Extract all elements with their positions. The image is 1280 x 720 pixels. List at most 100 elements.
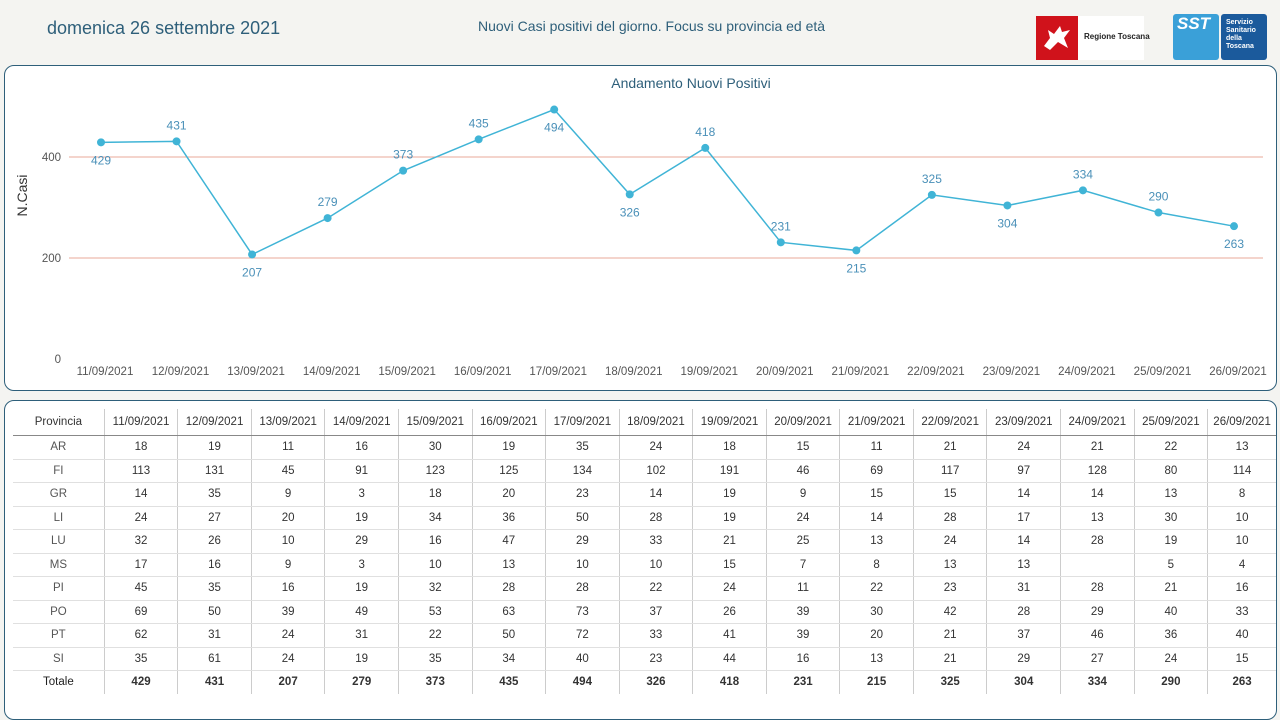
table-cell: 28 (545, 576, 620, 601)
table-cell: 15 (766, 435, 841, 460)
table-cell: 11 (766, 576, 841, 601)
table-cell: 37 (986, 623, 1062, 648)
table-cell: 28 (1060, 529, 1135, 554)
x-tick-label: 23/09/2021 (983, 366, 1041, 378)
table-cell: 29 (1060, 600, 1135, 624)
table-cell: 73 (545, 600, 620, 624)
table-cell: 32 (398, 576, 473, 601)
table-cell: 15 (913, 482, 988, 507)
line-chart: Andamento Nuovi Positivi N.Casi 0 200 400 11/… (14, 75, 1267, 378)
table-cell: 14 (986, 482, 1062, 507)
table-header-date: 14/09/2021 (324, 409, 399, 436)
table-cell: 326 (619, 670, 694, 694)
table-cell: 32 (104, 529, 179, 554)
sst-mark-text: SST (1177, 14, 1211, 33)
table-cell: 47 (472, 529, 547, 554)
table-cell: 26 (177, 529, 252, 554)
table-cell: 27 (177, 506, 252, 530)
table-cell: 231 (766, 670, 841, 694)
table-cell: 334 (1060, 670, 1135, 694)
y-tick-label: 200 (42, 253, 61, 265)
table-cell: 215 (839, 670, 914, 694)
table-cell: 279 (324, 670, 399, 694)
table-cell: 33 (619, 529, 694, 554)
table-header-date: 20/09/2021 (766, 409, 841, 436)
table-cell: 19 (692, 506, 767, 530)
table-panel: Provincia 11/09/2021 12/09/2021 13/09/2021 1… (4, 400, 1277, 720)
table-cell: 20 (839, 623, 914, 648)
row-label: MS (13, 553, 105, 577)
table-row: FI 113 131 45 91 123 125 134 102 191 46 69 117 97 128 8… (13, 459, 1276, 483)
pegasus-icon (1036, 16, 1078, 60)
table-cell: 69 (839, 459, 914, 483)
table-cell: 14 (619, 482, 694, 507)
table-cell: 45 (251, 459, 326, 483)
table-cell: 13 (839, 529, 914, 554)
row-label: SI (13, 647, 105, 671)
data-label: 418 (695, 125, 715, 139)
table-row: PT 62 31 24 31 22 50 72 33 41 39 20 21 37 46 36 40 (13, 623, 1276, 648)
table-cell: 8 (1207, 482, 1276, 507)
table-cell: 16 (1207, 576, 1276, 601)
table-cell: 102 (619, 459, 694, 483)
table-header-date: 25/09/2021 (1134, 409, 1209, 436)
table-cell: 21 (913, 647, 988, 671)
sst-logo: SST Servizio Sanitario della Toscana (1173, 14, 1267, 62)
sst-line: Servizio (1226, 19, 1253, 26)
table-cell: 7 (766, 553, 841, 577)
table-cell: 14 (104, 482, 179, 507)
table-cell: 34 (398, 506, 473, 530)
table-cell: 31 (324, 623, 399, 648)
table-header-date: 22/09/2021 (913, 409, 988, 436)
table-cell: 24 (913, 529, 988, 554)
data-label: 279 (318, 195, 338, 209)
table-cell: 290 (1134, 670, 1209, 694)
row-label: PT (13, 623, 105, 648)
cases-table: Provincia 11/09/2021 12/09/2021 13/09/2021 1… (13, 409, 1276, 694)
table-row: PI 45 35 16 19 32 28 28 22 24 11 22 23 31 28 21 16 (13, 576, 1276, 601)
table-cell: 8 (839, 553, 914, 577)
table-cell: 494 (545, 670, 620, 694)
table-cell: 42 (913, 600, 988, 624)
row-label: FI (13, 459, 105, 483)
table-cell: 35 (545, 435, 620, 460)
table-cell: 27 (1060, 647, 1135, 671)
page-date: domenica 26 settembre 2021 (47, 18, 281, 38)
table-cell: 35 (177, 482, 252, 507)
row-label: Totale (13, 670, 105, 694)
table-cell: 30 (839, 600, 914, 624)
table-cell: 40 (1207, 623, 1276, 648)
table-cell: 16 (398, 529, 473, 554)
table-cell (1060, 553, 1135, 577)
table-cell: 125 (472, 459, 547, 483)
table-cell: 35 (104, 647, 179, 671)
data-point (550, 105, 559, 114)
table-cell: 49 (324, 600, 399, 624)
table-cell: 117 (913, 459, 988, 483)
table-cell: 39 (766, 623, 841, 648)
table-cell: 63 (472, 600, 547, 624)
table-header-date: 15/09/2021 (398, 409, 473, 436)
table-cell: 429 (104, 670, 179, 694)
table-header-date: 11/09/2021 (104, 409, 179, 436)
table-cell: 304 (986, 670, 1062, 694)
table-cell: 20 (251, 506, 326, 530)
data-point (1154, 208, 1163, 217)
table-cell: 131 (177, 459, 252, 483)
data-label: 304 (997, 216, 1017, 230)
table-cell: 35 (177, 576, 252, 601)
table-header-date: 13/09/2021 (251, 409, 326, 436)
table-cell: 20 (472, 482, 547, 507)
table-cell: 19 (692, 482, 767, 507)
x-tick-label: 11/09/2021 (77, 366, 134, 378)
regione-toscana-logo: Regione Toscana (1036, 16, 1150, 60)
table-cell: 19 (324, 647, 399, 671)
table-cell: 10 (619, 553, 694, 577)
table-cell: 13 (1207, 435, 1276, 460)
data-point (474, 135, 483, 144)
data-label: 334 (1073, 167, 1093, 181)
data-label: 326 (620, 205, 640, 219)
table-cell: 435 (472, 670, 547, 694)
data-point (399, 166, 408, 175)
table-cell: 29 (986, 647, 1062, 671)
